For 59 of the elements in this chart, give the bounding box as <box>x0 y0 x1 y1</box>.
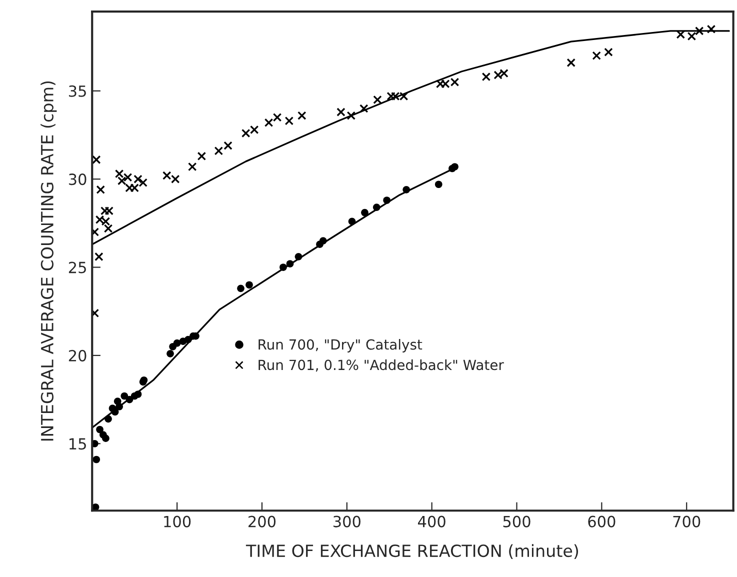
point <box>100 206 110 216</box>
point <box>434 180 442 188</box>
point <box>104 224 113 233</box>
point <box>92 456 100 464</box>
point <box>264 118 274 128</box>
point <box>197 152 206 161</box>
point <box>104 206 114 216</box>
point <box>138 178 148 187</box>
point <box>188 162 197 172</box>
y-tick-label: 35 <box>68 85 86 97</box>
x-tick-label: 200 <box>248 516 276 528</box>
point <box>336 108 346 116</box>
point <box>604 48 613 56</box>
point <box>298 111 306 120</box>
point <box>566 58 576 68</box>
point <box>92 155 101 164</box>
point <box>346 111 356 120</box>
x-tick-label: 600 <box>588 516 616 528</box>
point <box>96 185 105 194</box>
point <box>373 95 382 104</box>
y-tick-label: 20 <box>68 350 86 362</box>
point <box>237 284 244 292</box>
x-axis-title: TIME OF EXCHANGE REACTION (minute) <box>246 544 578 560</box>
point <box>94 252 104 262</box>
point <box>117 176 126 186</box>
point <box>592 51 601 60</box>
point <box>272 112 282 122</box>
point <box>92 440 98 448</box>
point <box>284 116 294 126</box>
y-tick-label: 15 <box>70 438 86 450</box>
point <box>102 434 110 442</box>
point <box>114 169 124 178</box>
point <box>166 350 174 358</box>
point <box>96 426 104 434</box>
point <box>170 174 180 184</box>
legend-label: Run 701, 0.1% "Added-back" Water <box>258 359 504 372</box>
point <box>360 104 368 113</box>
x-tick-label: 300 <box>333 516 360 528</box>
point <box>361 208 368 216</box>
point <box>162 171 172 180</box>
point <box>120 392 128 400</box>
point <box>694 26 704 36</box>
x-tick-label: 400 <box>418 516 446 528</box>
y-tick-label: 30 <box>68 174 86 186</box>
point <box>214 146 224 156</box>
x-tick-label: 500 <box>503 516 530 528</box>
point <box>250 125 259 134</box>
point <box>482 72 491 82</box>
point <box>173 339 181 347</box>
point <box>241 128 250 138</box>
y-axis-title: INTEGRAL AVERAGE COUNTING RATE (cpm) <box>40 81 57 441</box>
point <box>224 141 232 150</box>
legend-label: Run 700, "Dry" Catalyst <box>258 339 422 352</box>
point <box>706 24 716 34</box>
point <box>246 281 253 289</box>
x-tick-label: 700 <box>673 516 700 528</box>
y-tick-label: 25 <box>68 262 86 274</box>
point <box>687 32 696 41</box>
x-tick-label: 100 <box>164 516 191 528</box>
